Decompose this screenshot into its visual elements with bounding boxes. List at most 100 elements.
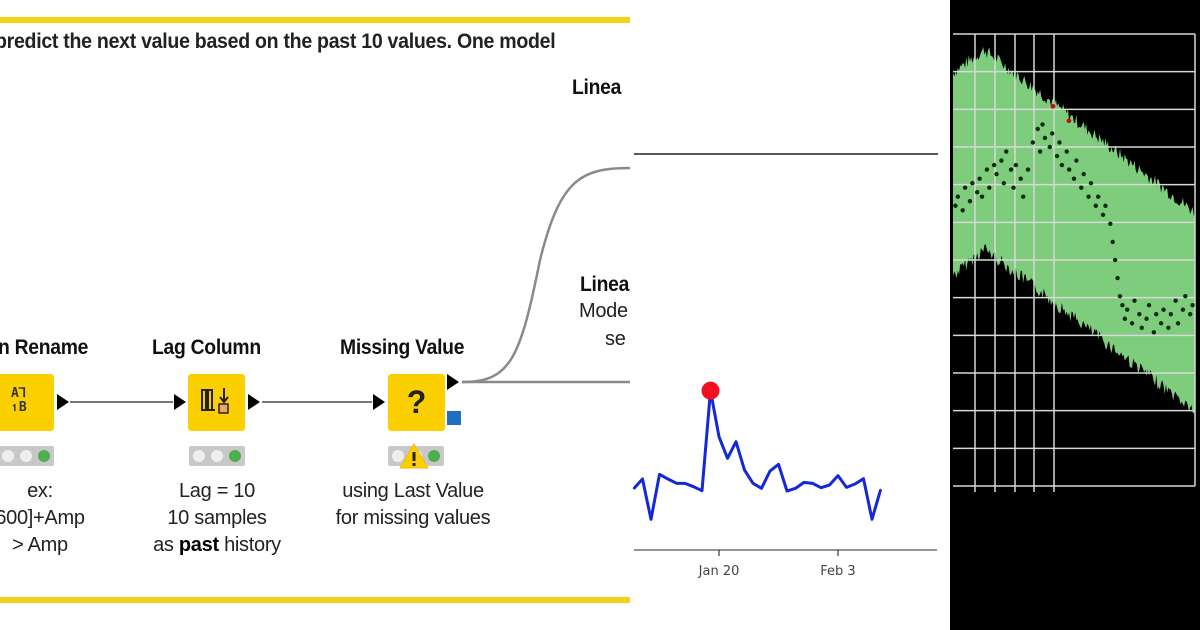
scatter-point [1093, 203, 1098, 208]
desc-line: using Last Value [342, 480, 484, 502]
connection-to-top-learner[interactable] [461, 166, 630, 384]
scatter-point [1064, 149, 1069, 154]
node-missing-value[interactable]: ? [388, 374, 445, 431]
scatter-point [962, 185, 968, 190]
scatter-point [994, 171, 999, 177]
scatter-point [960, 208, 965, 213]
scatter-point [1096, 194, 1101, 199]
scatter-point [1030, 140, 1036, 145]
data-point [658, 473, 661, 476]
model-port-icon[interactable] [447, 411, 461, 425]
data-point [675, 482, 678, 485]
connections-layer [461, 166, 630, 384]
scatter-point [1066, 167, 1072, 172]
scatter-point [1132, 298, 1137, 303]
output-port-icon[interactable] [57, 394, 69, 410]
connection-rename-to-lag[interactable] [70, 401, 173, 403]
data-point [777, 463, 780, 466]
outlier-point [1050, 103, 1056, 109]
scatter-point [970, 180, 975, 186]
warning-icon[interactable] [398, 442, 430, 470]
data-point [794, 487, 797, 490]
line-chart: Jan 20 Feb 3 [632, 153, 938, 579]
scatter-point [1173, 298, 1178, 303]
data-point [836, 474, 840, 477]
data-point [828, 483, 831, 487]
node-desc-lag-column: Lag = 10 10 samples as past history [137, 478, 297, 559]
status-green-icon [428, 450, 440, 462]
scatter-point [1088, 180, 1094, 186]
x-tick-label: Jan 20 [698, 564, 740, 579]
scatter-point [1054, 153, 1060, 159]
scatter-point [1183, 293, 1188, 299]
input-port-icon[interactable] [174, 394, 186, 410]
node-lag-column[interactable] [188, 374, 245, 431]
node-title-linear-bottom: Linea [580, 273, 630, 296]
scatter-point [953, 203, 958, 208]
data-point [717, 435, 721, 438]
scatter-chart [953, 33, 1196, 492]
scatter-point [1035, 126, 1040, 132]
scatter-point [1180, 307, 1186, 312]
scatter-chart-panel [950, 0, 1200, 630]
scatter-point [979, 194, 985, 199]
scatter-point [1103, 203, 1108, 208]
scatter-point [1110, 239, 1115, 245]
status-green-icon [229, 450, 241, 462]
data-point [726, 457, 729, 460]
workflow-canvas: predict the next value based on the past… [0, 17, 630, 603]
scatter-point [1158, 321, 1164, 326]
node-status-lights [0, 446, 54, 466]
data-point [692, 485, 695, 488]
scatter-point [1079, 185, 1084, 190]
scatter-point [1100, 212, 1106, 217]
output-port-icon[interactable] [447, 374, 459, 390]
data-point [666, 477, 670, 481]
scatter-point [1008, 167, 1014, 172]
desc-line: 10 samples [167, 507, 267, 529]
desc-line: > Amp [12, 534, 68, 556]
scatter-point [1086, 194, 1091, 199]
node-title-missing-value: Missing Value [340, 336, 465, 359]
scatter-point [1042, 135, 1048, 141]
node-desc-line: Mode [579, 300, 628, 322]
outlier-point [1066, 118, 1072, 124]
scatter-point [999, 158, 1004, 163]
data-point [802, 481, 806, 484]
scatter-point [1047, 144, 1052, 150]
node-title-column-rename: n Rename [0, 336, 89, 359]
scatter-point [1139, 325, 1144, 330]
scatter-point [1011, 185, 1016, 190]
prediction-band [953, 47, 1195, 414]
data-point [760, 487, 763, 490]
scatter-point [1040, 122, 1045, 127]
scatter-point [1001, 180, 1007, 186]
node-column-rename[interactable]: A⅂ ↿B [0, 374, 54, 431]
line-chart-panel: Jan 20 Feb 3 [630, 0, 950, 630]
scatter-point [1081, 171, 1086, 177]
scatter-point [1137, 312, 1142, 317]
output-port-icon[interactable] [248, 394, 260, 410]
scatter-point [1168, 312, 1173, 317]
scatter-point [1144, 316, 1149, 321]
desc-line: as past history [153, 534, 281, 556]
scatter-point [1190, 303, 1195, 308]
peak-marker[interactable] [701, 381, 720, 400]
desc-line: 600]+Amp [0, 507, 85, 529]
scatter-point [967, 199, 973, 204]
scatter-point [1050, 131, 1055, 136]
input-port-icon[interactable] [373, 394, 385, 410]
connection-lag-to-missing[interactable] [262, 401, 372, 403]
data-point [879, 488, 882, 492]
scatter-point [1120, 303, 1125, 308]
scatter-point [1117, 293, 1123, 299]
scatter-point [1059, 162, 1065, 168]
data-point [768, 469, 772, 473]
scatter-point [1020, 194, 1026, 199]
workflow-annotation-text: predict the next value based on the past… [0, 30, 556, 53]
scatter-point [1154, 312, 1159, 317]
desc-line: Lag = 10 [178, 480, 255, 502]
scatter-point [1122, 316, 1128, 321]
x-tick-label: Feb 3 [820, 564, 855, 579]
scatter-point [1129, 321, 1135, 326]
